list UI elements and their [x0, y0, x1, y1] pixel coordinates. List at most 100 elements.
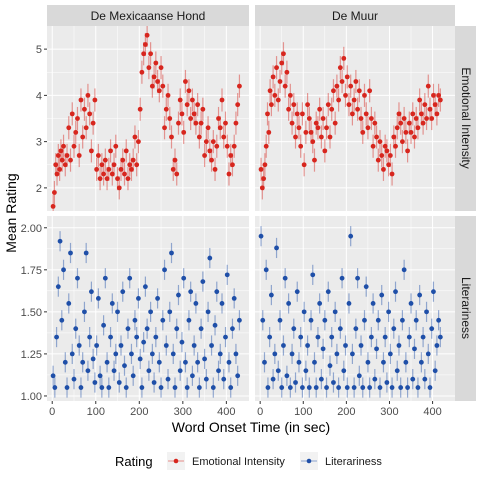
- data-point: [54, 171, 60, 177]
- data-point: [210, 385, 216, 390]
- data-point: [78, 97, 84, 103]
- data-point: [221, 134, 227, 140]
- data-point: [198, 120, 204, 126]
- data-point: [298, 143, 304, 149]
- data-point: [151, 74, 157, 80]
- data-point: [235, 373, 241, 379]
- data-point: [162, 125, 167, 131]
- y-tick-label: 5: [36, 44, 42, 56]
- data-point: [179, 339, 185, 345]
- data-point: [52, 385, 58, 390]
- data-point: [158, 385, 164, 390]
- data-point: [136, 139, 141, 145]
- data-point: [375, 157, 381, 163]
- data-point: [331, 88, 336, 94]
- data-point: [163, 343, 169, 348]
- data-point: [301, 309, 307, 315]
- data-point: [325, 289, 331, 295]
- data-point: [431, 92, 436, 98]
- data-point: [125, 326, 131, 332]
- data-point: [408, 301, 414, 306]
- data-point: [75, 116, 80, 121]
- data-point: [144, 32, 150, 38]
- data-point: [389, 171, 395, 177]
- data-point: [125, 176, 131, 182]
- data-point: [282, 275, 288, 281]
- data-point: [207, 255, 213, 261]
- data-point: [223, 334, 228, 340]
- data-point: [298, 334, 304, 340]
- data-point: [186, 88, 192, 94]
- data-point: [111, 368, 117, 374]
- data-point: [90, 120, 96, 126]
- data-point: [403, 129, 409, 135]
- data-point: [363, 111, 369, 117]
- data-point: [73, 326, 79, 332]
- data-point: [386, 309, 392, 315]
- data-point: [106, 385, 112, 390]
- data-point: [75, 275, 80, 281]
- strip-label-literariness: Literariness: [459, 277, 473, 339]
- data-point: [272, 92, 278, 98]
- data-point: [353, 326, 359, 332]
- data-point: [370, 301, 376, 306]
- data-point: [432, 102, 438, 108]
- data-point: [346, 301, 352, 306]
- data-point: [83, 250, 89, 256]
- data-point: [363, 284, 369, 290]
- data-point: [432, 368, 438, 374]
- data-point: [377, 385, 383, 390]
- data-point: [230, 326, 235, 332]
- data-point: [336, 97, 342, 103]
- data-point: [137, 356, 143, 362]
- data-point: [274, 65, 279, 71]
- data-point: [102, 275, 108, 281]
- data-point: [405, 148, 410, 154]
- data-point: [169, 250, 174, 256]
- data-point: [412, 346, 417, 352]
- data-point: [436, 317, 442, 323]
- data-point: [268, 102, 274, 108]
- data-point: [346, 102, 352, 108]
- data-point: [177, 97, 183, 103]
- data-point: [263, 267, 269, 273]
- data-point: [183, 359, 188, 365]
- data-point: [262, 162, 268, 168]
- data-point: [306, 385, 312, 390]
- data-point: [332, 309, 338, 315]
- data-point: [184, 385, 190, 390]
- data-point: [417, 97, 423, 103]
- data-point: [148, 309, 154, 315]
- data-point: [422, 376, 428, 382]
- data-point: [331, 380, 336, 385]
- data-point: [167, 116, 173, 121]
- data-point: [158, 65, 164, 71]
- data-point: [224, 143, 230, 149]
- data-point: [365, 359, 371, 365]
- data-point: [142, 42, 148, 47]
- data-point: [393, 289, 398, 295]
- data-point: [339, 275, 345, 281]
- data-point: [377, 139, 383, 145]
- legend: Rating Emotional Intensity Literariness: [115, 452, 382, 470]
- data-point: [87, 111, 93, 117]
- data-point: [372, 376, 378, 382]
- data-point: [188, 289, 194, 295]
- data-point: [258, 166, 264, 172]
- data-point: [265, 385, 271, 390]
- data-point: [92, 97, 98, 103]
- data-point: [146, 368, 152, 374]
- x-axis-title: Word Onset Time (in sec): [172, 419, 330, 435]
- data-point: [200, 279, 206, 284]
- data-point: [429, 326, 435, 332]
- data-point: [230, 162, 235, 168]
- data-point: [191, 343, 197, 348]
- data-point: [360, 385, 366, 390]
- data-point: [217, 351, 223, 357]
- data-point: [190, 373, 195, 379]
- data-point: [237, 83, 242, 89]
- data-point: [277, 79, 283, 84]
- data-point: [76, 153, 82, 158]
- data-point: [174, 171, 180, 177]
- data-point: [203, 376, 209, 382]
